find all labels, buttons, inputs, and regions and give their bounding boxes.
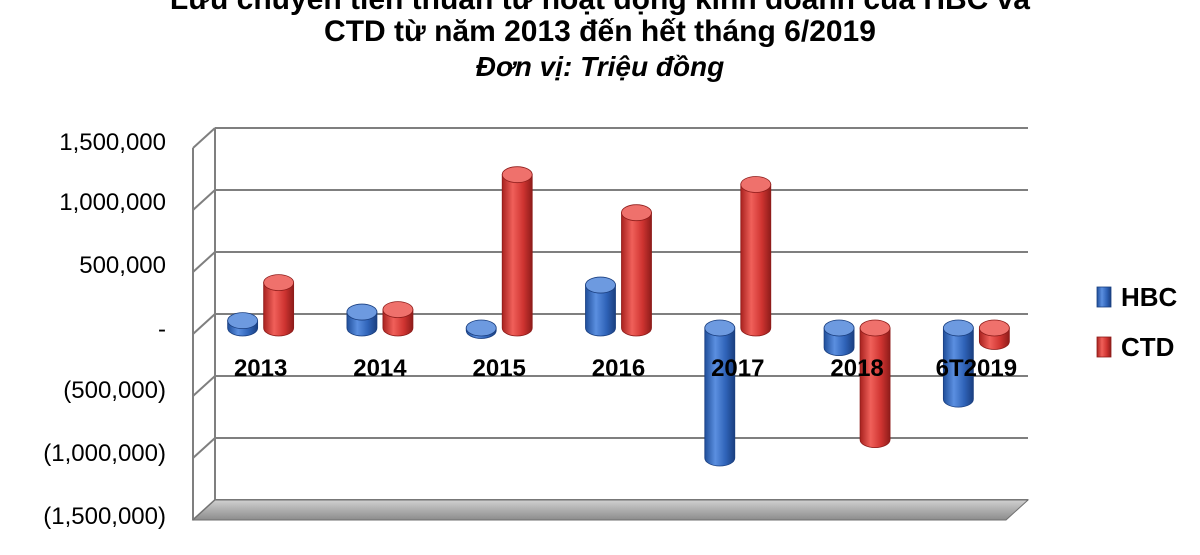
y-tick-label: (1,500,000) (43, 503, 166, 530)
legend-swatch-ctd (1096, 336, 1112, 358)
legend-label-hbc: HBC (1121, 282, 1178, 312)
bar-ctd-2017 (740, 176, 772, 337)
bar-cap (346, 303, 378, 321)
bar-ctd-2014 (382, 301, 414, 337)
bar-cap (704, 319, 736, 337)
y-tick-label: (500,000) (63, 377, 166, 404)
bar-hbc-2017 (704, 319, 736, 467)
bar-body (263, 282, 295, 337)
gridline-side (192, 313, 216, 335)
bar-hbc-2018 (823, 319, 855, 356)
y-tick-label: - (158, 316, 166, 343)
bar-cap (859, 319, 891, 337)
bar-ctd-2015 (501, 166, 533, 337)
bar-cap (263, 274, 295, 292)
y-tick-label: 500,000 (79, 252, 166, 279)
bar-cap (227, 312, 259, 330)
gridline-side (192, 251, 216, 273)
legend-swatch-hbc (1096, 286, 1112, 308)
x-tick-label: 6T2019 (936, 355, 1017, 382)
bar-cap (382, 301, 414, 319)
gridline-side (192, 437, 216, 459)
bar-body (859, 327, 891, 448)
bar-cap (621, 204, 652, 222)
bar-cap (501, 166, 533, 184)
x-tick-label: 2015 (473, 355, 526, 382)
chart-title-line-1: Lưu chuyển tiền thuần từ hoạt động kinh … (0, 0, 1200, 17)
bar-cap (978, 319, 1010, 337)
bar-body (740, 184, 772, 337)
x-tick-label: 2016 (592, 355, 645, 382)
y-tick-label: 1,500,000 (59, 129, 166, 156)
chart-floor (191, 499, 1030, 521)
bar-hbc-2016 (585, 276, 616, 337)
x-tick-label: 2013 (234, 355, 287, 382)
bar-ctd-2013 (263, 274, 295, 337)
bar-body (621, 212, 652, 337)
chart-title-line-2: CTD từ năm 2013 đến hết tháng 6/2019 (324, 15, 876, 48)
bar-hbc-2015 (465, 319, 497, 339)
legend-label-ctd: CTD (1121, 332, 1174, 362)
bar-body (501, 174, 533, 337)
bar-hbc-2014 (346, 303, 378, 337)
bar-hbc-6T2019 (942, 319, 974, 408)
x-tick-label: 2017 (711, 355, 764, 382)
x-tick-label: 2014 (353, 355, 407, 382)
gridline-side (192, 127, 216, 149)
y-tick-label: 1,000,000 (59, 189, 166, 216)
bar-ctd-2016 (621, 204, 652, 337)
bar-cap (740, 176, 772, 193)
chart-subtitle: Đơn vị: Triệu đồng (475, 51, 725, 82)
bar-body (942, 327, 974, 408)
gridline-side (192, 189, 216, 211)
x-tick-label: 2018 (830, 355, 883, 382)
bar-cap (465, 319, 497, 337)
bar-cap (942, 319, 974, 337)
gridline-side (192, 375, 216, 397)
bar-cap (585, 276, 616, 294)
bar-hbc-2013 (227, 312, 259, 337)
y-tick-label: (1,000,000) (43, 440, 166, 467)
bar-body (585, 284, 616, 337)
bar-ctd-2018 (859, 319, 891, 448)
bar-ctd-6T2019 (978, 319, 1010, 350)
bar-body (704, 327, 736, 467)
bar-cap (823, 319, 855, 337)
